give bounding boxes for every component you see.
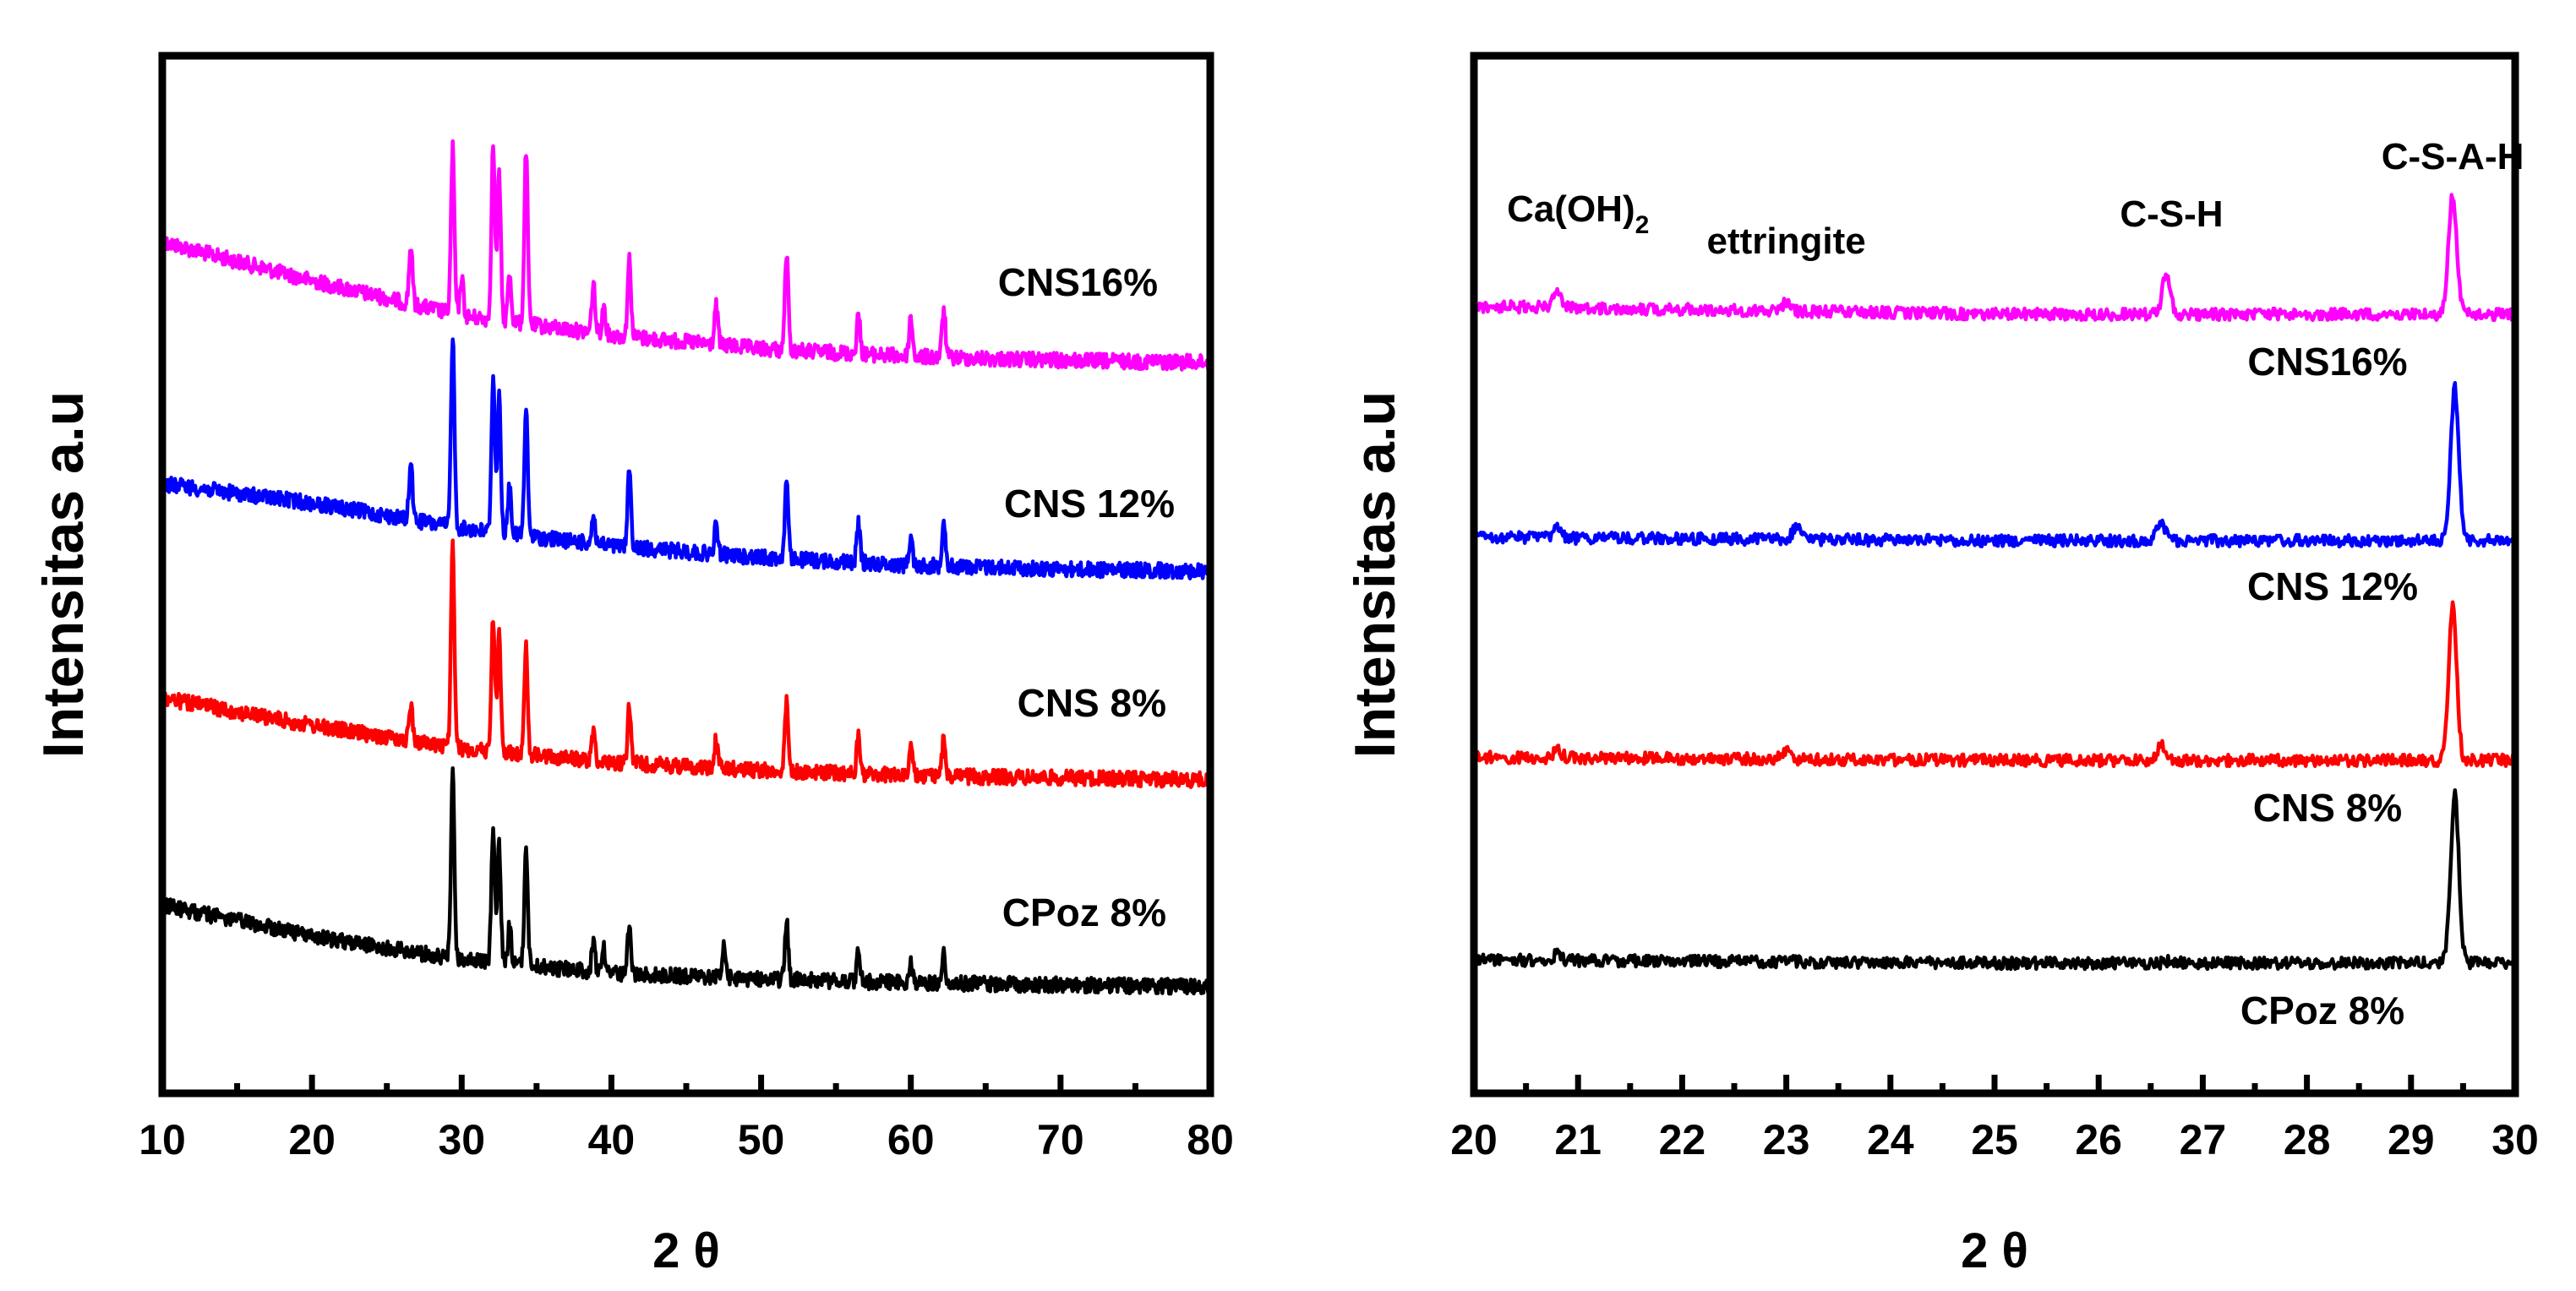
left-series-labels: CNS16% CNS 12% CNS 8% CPoz 8% <box>998 260 1175 934</box>
series-label-cns-12: CNS 12% <box>1004 482 1175 526</box>
left-x-axis-label: 2 θ <box>652 1223 720 1278</box>
series-label-cns-8: CNS 8% <box>1018 681 1166 725</box>
right-panel: 20 21 22 23 24 25 26 27 28 29 30 CNS16% CNS 12% CNS … <box>1343 52 2539 1278</box>
annotation-subscript: 2 <box>1635 211 1650 239</box>
x-tick-label: 26 <box>2075 1116 2122 1163</box>
x-tick-label: 70 <box>1037 1116 1084 1163</box>
x-tick-label: 40 <box>588 1116 636 1163</box>
left-y-axis-label: Intensitas a.u <box>31 391 96 759</box>
x-tick-label: 23 <box>1763 1116 1810 1163</box>
trace-cpoz-8 <box>160 765 1212 996</box>
x-tick-label: 80 <box>1187 1116 1234 1163</box>
series-label-cns-8: CNS 8% <box>2253 786 2402 830</box>
x-tick-label: 28 <box>2284 1116 2331 1163</box>
series-label-cns16: CNS16% <box>2247 340 2407 384</box>
right-series-labels: CNS16% CNS 12% CNS 8% CPoz 8% <box>2240 340 2418 1032</box>
annotation-ca-oh: Ca(OH)2 <box>1507 188 1649 239</box>
x-tick-label: 20 <box>288 1116 336 1163</box>
x-tick-label: 22 <box>1659 1116 1706 1163</box>
x-tick-label: 10 <box>139 1116 186 1163</box>
trace-cns-12 <box>1471 380 2517 549</box>
right-y-axis-label: Intensitas a.u <box>1343 391 1407 759</box>
x-tick-label: 50 <box>738 1116 785 1163</box>
trace-cns-12 <box>160 337 1213 580</box>
annotation-ettringite: ettringite <box>1706 221 1865 262</box>
left-traces <box>160 139 1213 996</box>
series-label-cns-12: CNS 12% <box>2247 564 2418 608</box>
series-label-cpoz-8: CPoz 8% <box>2240 989 2404 1032</box>
right-phase-annotations: Ca(OH)2 ettringite C-S-H C-S-A-H <box>1507 136 2524 262</box>
trace-cns16 <box>1471 193 2518 323</box>
trace-cns-8 <box>161 538 1213 789</box>
annotation-c-s-h: C-S-H <box>2120 193 2223 235</box>
series-label-cpoz-8: CPoz 8% <box>1002 891 1166 934</box>
right-x-axis-label: 2 θ <box>1961 1223 2028 1278</box>
x-tick-label: 21 <box>1554 1116 1602 1163</box>
left-x-ticks: 10 20 30 40 50 60 70 80 <box>139 1075 1234 1163</box>
right-traces <box>1471 193 2518 972</box>
x-tick-label: 30 <box>438 1116 485 1163</box>
series-label-cns16: CNS16% <box>998 260 1158 304</box>
x-tick-label: 20 <box>1450 1116 1498 1163</box>
x-tick-label: 27 <box>2180 1116 2227 1163</box>
annotation-c-s-a-h: C-S-A-H <box>2382 136 2524 177</box>
trace-cns-8 <box>1472 600 2518 769</box>
trace-cns16 <box>160 139 1212 372</box>
left-panel: 10 20 30 40 50 60 70 80 CNS16% CNS 12% CNS 8% CPoz… <box>31 52 1234 1278</box>
x-tick-label: 25 <box>1971 1116 2018 1163</box>
x-tick-label: 24 <box>1867 1116 1914 1163</box>
right-x-ticks: 20 21 22 23 24 25 26 27 28 29 30 <box>1450 1075 2539 1163</box>
x-tick-label: 30 <box>2491 1116 2539 1163</box>
x-tick-label: 29 <box>2388 1116 2435 1163</box>
trace-cpoz-8 <box>1472 787 2518 972</box>
x-tick-label: 60 <box>887 1116 935 1163</box>
